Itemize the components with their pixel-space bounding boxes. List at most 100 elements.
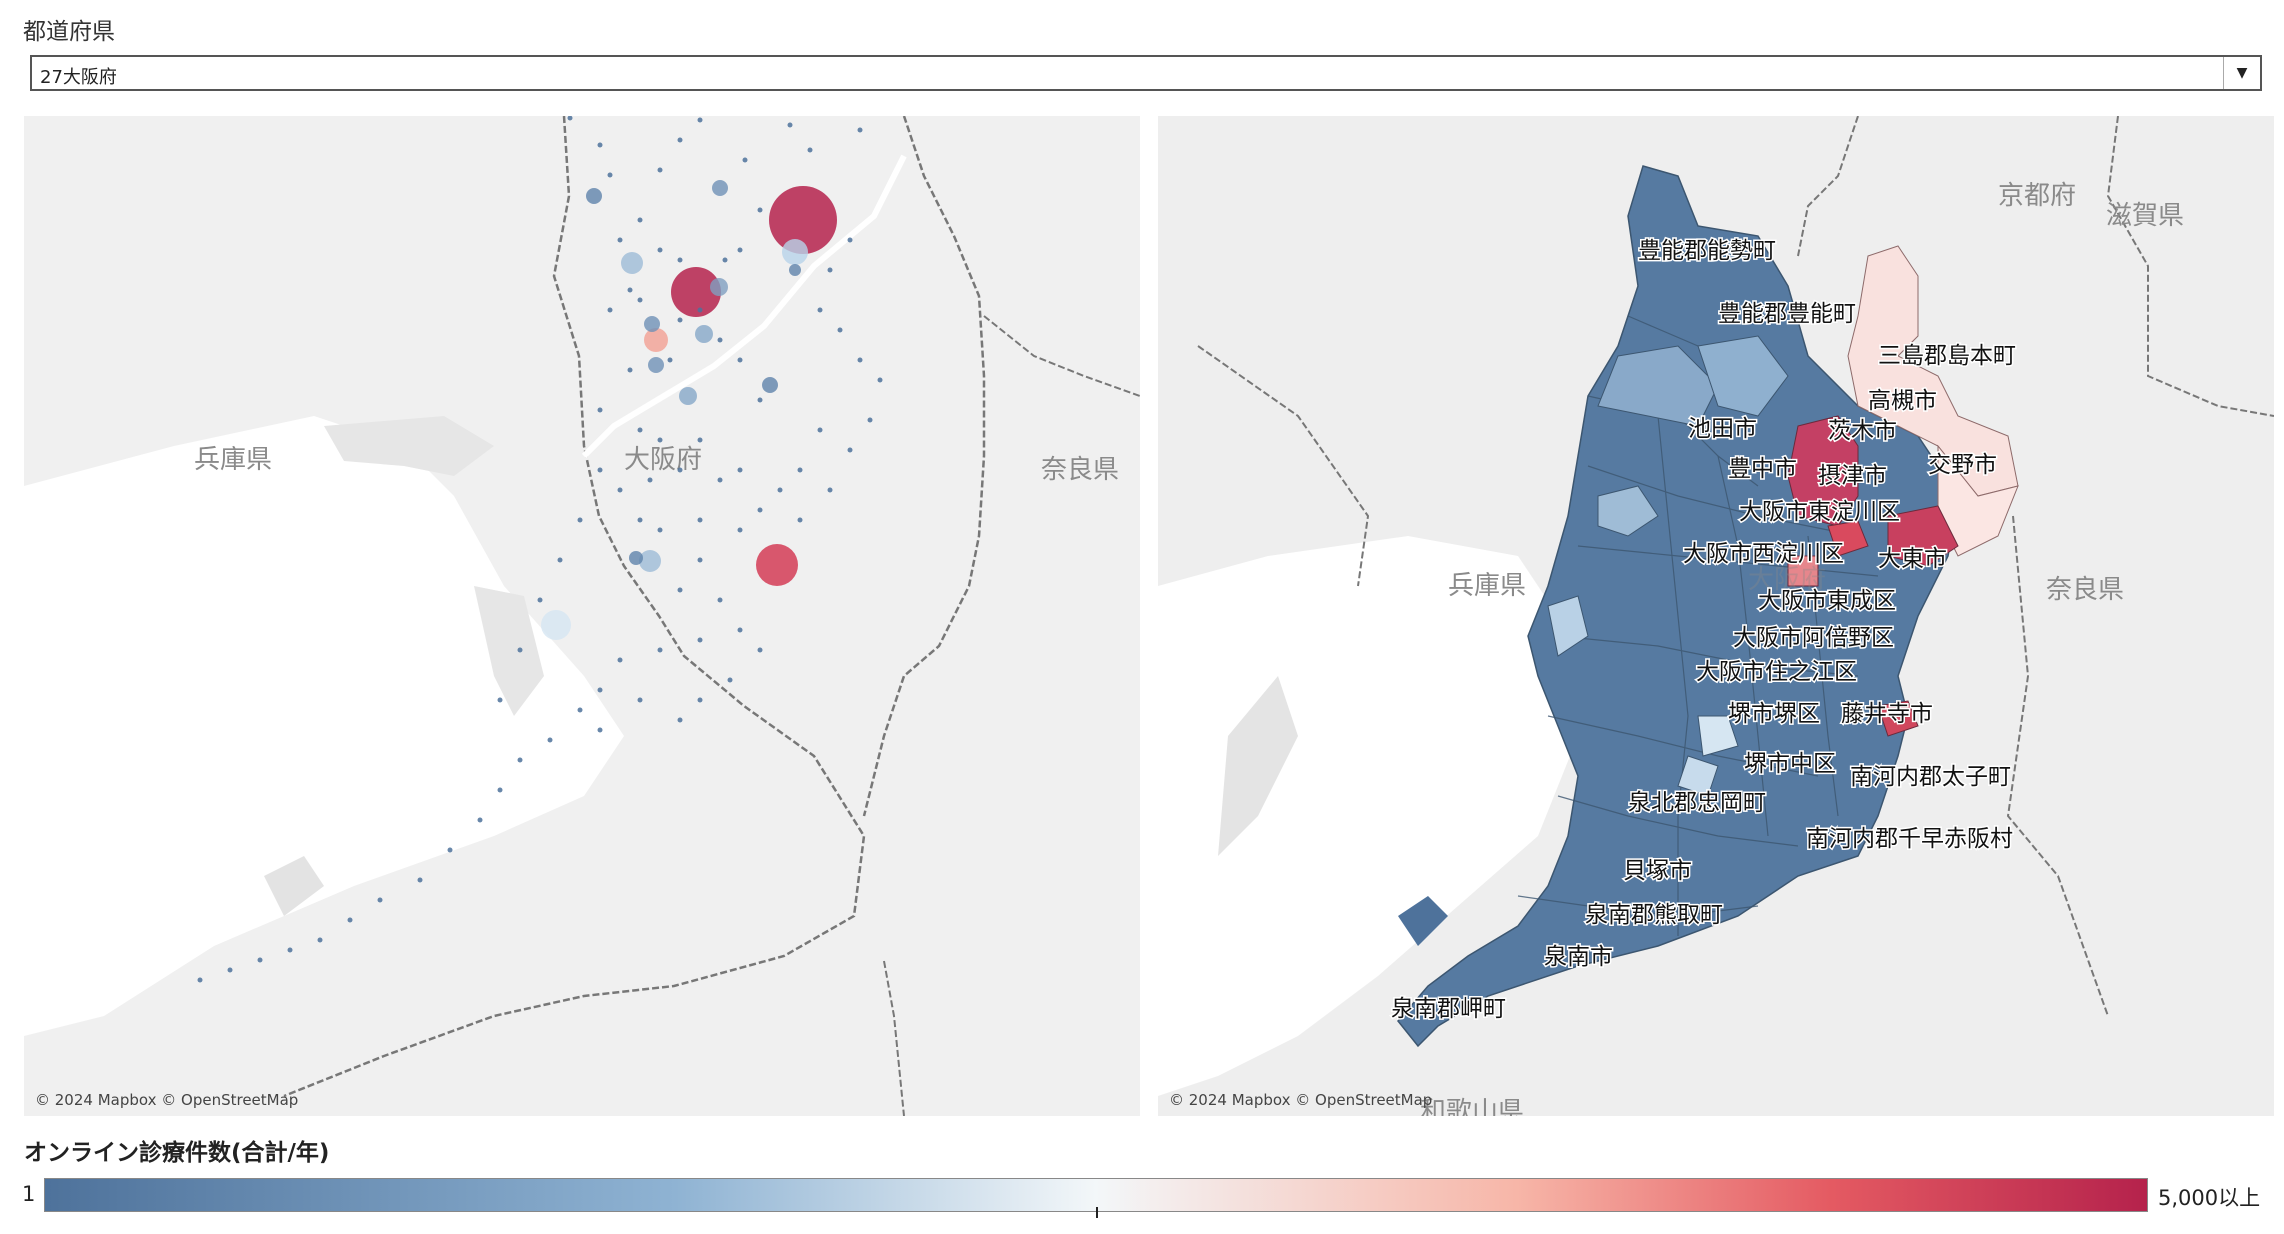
bubble-marker-small[interactable] bbox=[657, 167, 663, 173]
bubble-marker-small[interactable] bbox=[637, 697, 643, 703]
bubble-marker-small[interactable] bbox=[257, 957, 263, 963]
bubble-marker-small[interactable] bbox=[727, 677, 733, 683]
bubble-marker-small[interactable] bbox=[722, 257, 728, 263]
bubble-marker-small[interactable] bbox=[697, 307, 703, 313]
bubble-marker-small[interactable] bbox=[517, 647, 523, 653]
bubble-marker[interactable] bbox=[695, 325, 713, 343]
bubble-marker-small[interactable] bbox=[667, 357, 673, 363]
bubble-marker-small[interactable] bbox=[697, 697, 703, 703]
bubble-marker-small[interactable] bbox=[697, 437, 703, 443]
bubble-marker-small[interactable] bbox=[857, 357, 863, 363]
bubble-marker-small[interactable] bbox=[417, 877, 423, 883]
bubble-marker[interactable] bbox=[639, 550, 661, 572]
bubble-marker-small[interactable] bbox=[837, 327, 843, 333]
bubble-marker-small[interactable] bbox=[737, 467, 743, 473]
bubble-marker[interactable] bbox=[671, 267, 721, 317]
bubble-marker-small[interactable] bbox=[717, 597, 723, 603]
bubble-marker-small[interactable] bbox=[657, 527, 663, 533]
bubble-map[interactable]: 兵庫県 大阪府 奈良県 © 2024 Mapbox © OpenStreetMa… bbox=[24, 116, 1140, 1116]
bubble-marker-small[interactable] bbox=[597, 467, 603, 473]
bubble-marker-small[interactable] bbox=[697, 517, 703, 523]
bubble-marker-small[interactable] bbox=[597, 687, 603, 693]
bubble-marker-small[interactable] bbox=[607, 307, 613, 313]
bubble-marker-small[interactable] bbox=[317, 937, 323, 943]
bubble-marker-small[interactable] bbox=[742, 157, 748, 163]
bubble-marker-small[interactable] bbox=[737, 527, 743, 533]
bubble-marker-small[interactable] bbox=[717, 477, 723, 483]
bubble-marker-small[interactable] bbox=[817, 427, 823, 433]
bubble-marker[interactable] bbox=[621, 252, 643, 274]
bubble-marker-small[interactable] bbox=[287, 947, 293, 953]
bubble-marker-small[interactable] bbox=[827, 267, 833, 273]
bubble-marker-small[interactable] bbox=[757, 207, 763, 213]
bubble-marker-small[interactable] bbox=[637, 297, 643, 303]
bubble-marker-small[interactable] bbox=[597, 142, 603, 148]
bubble-marker-small[interactable] bbox=[807, 147, 813, 153]
bubble-marker-small[interactable] bbox=[847, 237, 853, 243]
bubble-marker-small[interactable] bbox=[377, 897, 383, 903]
bubble-marker-small[interactable] bbox=[197, 977, 203, 983]
bubble-marker[interactable] bbox=[629, 551, 643, 565]
bubble-marker-small[interactable] bbox=[517, 757, 523, 763]
bubble-marker-small[interactable] bbox=[757, 647, 763, 653]
bubble-marker-small[interactable] bbox=[647, 477, 653, 483]
bubble-marker-small[interactable] bbox=[797, 467, 803, 473]
bubble-marker-small[interactable] bbox=[797, 517, 803, 523]
bubble-marker-small[interactable] bbox=[657, 247, 663, 253]
bubble-marker-small[interactable] bbox=[537, 597, 543, 603]
bubble-marker-small[interactable] bbox=[787, 122, 793, 128]
bubble-marker-small[interactable] bbox=[617, 657, 623, 663]
bubble-marker-small[interactable] bbox=[877, 377, 883, 383]
bubble-marker-small[interactable] bbox=[627, 287, 633, 293]
bubble-marker-small[interactable] bbox=[637, 517, 643, 523]
bubble-marker-small[interactable] bbox=[617, 237, 623, 243]
bubble-marker-small[interactable] bbox=[737, 627, 743, 633]
bubble-marker-small[interactable] bbox=[447, 847, 453, 853]
bubble-marker-small[interactable] bbox=[347, 917, 353, 923]
bubble-marker-small[interactable] bbox=[827, 487, 833, 493]
bubble-marker[interactable] bbox=[712, 180, 728, 196]
bubble-marker-small[interactable] bbox=[677, 137, 683, 143]
bubble-marker[interactable] bbox=[648, 357, 664, 373]
bubble-marker[interactable] bbox=[756, 544, 798, 586]
bubble-marker-small[interactable] bbox=[657, 647, 663, 653]
bubble-marker-small[interactable] bbox=[717, 337, 723, 343]
bubble-marker-small[interactable] bbox=[737, 357, 743, 363]
bubble-marker-small[interactable] bbox=[597, 407, 603, 413]
bubble-marker-small[interactable] bbox=[677, 587, 683, 593]
bubble-marker-small[interactable] bbox=[497, 787, 503, 793]
bubble-marker-small[interactable] bbox=[737, 247, 743, 253]
bubble-marker-small[interactable] bbox=[567, 116, 573, 121]
bubble-marker-small[interactable] bbox=[227, 967, 233, 973]
bubble-marker-small[interactable] bbox=[657, 437, 663, 443]
bubble-marker-small[interactable] bbox=[577, 517, 583, 523]
bubble-marker-small[interactable] bbox=[607, 172, 613, 178]
bubble-marker-small[interactable] bbox=[867, 417, 873, 423]
bubble-marker[interactable] bbox=[782, 239, 808, 265]
bubble-marker-small[interactable] bbox=[857, 127, 863, 133]
bubble-marker-small[interactable] bbox=[847, 447, 853, 453]
bubble-marker-small[interactable] bbox=[637, 217, 643, 223]
bubble-marker[interactable] bbox=[762, 377, 778, 393]
bubble-marker-small[interactable] bbox=[677, 257, 683, 263]
bubble-marker[interactable] bbox=[541, 610, 571, 640]
bubble-marker-small[interactable] bbox=[477, 817, 483, 823]
bubble-marker-small[interactable] bbox=[617, 487, 623, 493]
bubble-marker[interactable] bbox=[789, 264, 801, 276]
bubble-marker-small[interactable] bbox=[777, 487, 783, 493]
bubble-marker-small[interactable] bbox=[677, 467, 683, 473]
bubble-marker-small[interactable] bbox=[547, 737, 553, 743]
bubble-marker-small[interactable] bbox=[677, 317, 683, 323]
bubble-marker-small[interactable] bbox=[757, 397, 763, 403]
bubble-marker-small[interactable] bbox=[597, 727, 603, 733]
bubble-marker-small[interactable] bbox=[497, 697, 503, 703]
bubble-marker[interactable] bbox=[644, 328, 668, 352]
bubble-marker-small[interactable] bbox=[697, 557, 703, 563]
chevron-down-icon[interactable]: ▼ bbox=[2223, 57, 2260, 89]
bubble-marker-small[interactable] bbox=[627, 367, 633, 373]
bubble-marker-small[interactable] bbox=[697, 117, 703, 123]
bubble-marker-small[interactable] bbox=[557, 557, 563, 563]
bubble-marker-small[interactable] bbox=[757, 507, 763, 513]
bubble-marker[interactable] bbox=[644, 316, 660, 332]
bubble-marker[interactable] bbox=[710, 278, 728, 296]
